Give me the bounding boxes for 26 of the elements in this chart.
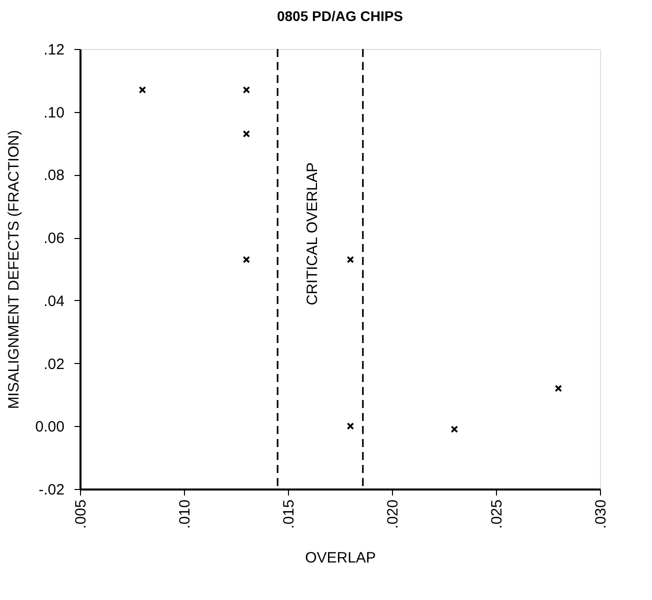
chart-title: 0805 PD/AG CHIPS — [276, 8, 404, 24]
y-tick-label: .10 — [44, 104, 64, 122]
point — [242, 86, 250, 94]
point — [242, 256, 250, 264]
x-axis-title: OVERLAP — [305, 550, 376, 567]
y-tick-label: -.02 — [38, 482, 64, 498]
point — [346, 256, 354, 264]
y-tick-label: .04 — [44, 292, 64, 310]
point — [554, 384, 562, 392]
y-tick-label: .02 — [44, 356, 64, 373]
x-tick-label: .005 — [72, 500, 90, 529]
point — [346, 422, 354, 430]
annotation: CRITICAL OVERLAP — [304, 162, 322, 306]
x-tick-label: .020 — [384, 500, 402, 529]
y-tick-label: .08 — [44, 167, 64, 184]
y-tick-label: .06 — [44, 230, 64, 248]
x-tick-label: .025 — [488, 500, 506, 529]
x-tick-label: .030 — [592, 500, 610, 529]
point — [138, 86, 146, 94]
y-tick-label: 0.00 — [35, 418, 64, 436]
point — [242, 130, 250, 138]
y-tick-label: .12 — [44, 42, 64, 58]
y-axis-title: MISALIGNMENT DEFECTS (FRACTION) — [5, 130, 22, 409]
point — [450, 426, 458, 433]
x-tick-label: .010 — [176, 500, 194, 529]
x-tick-label: .015 — [280, 500, 298, 529]
